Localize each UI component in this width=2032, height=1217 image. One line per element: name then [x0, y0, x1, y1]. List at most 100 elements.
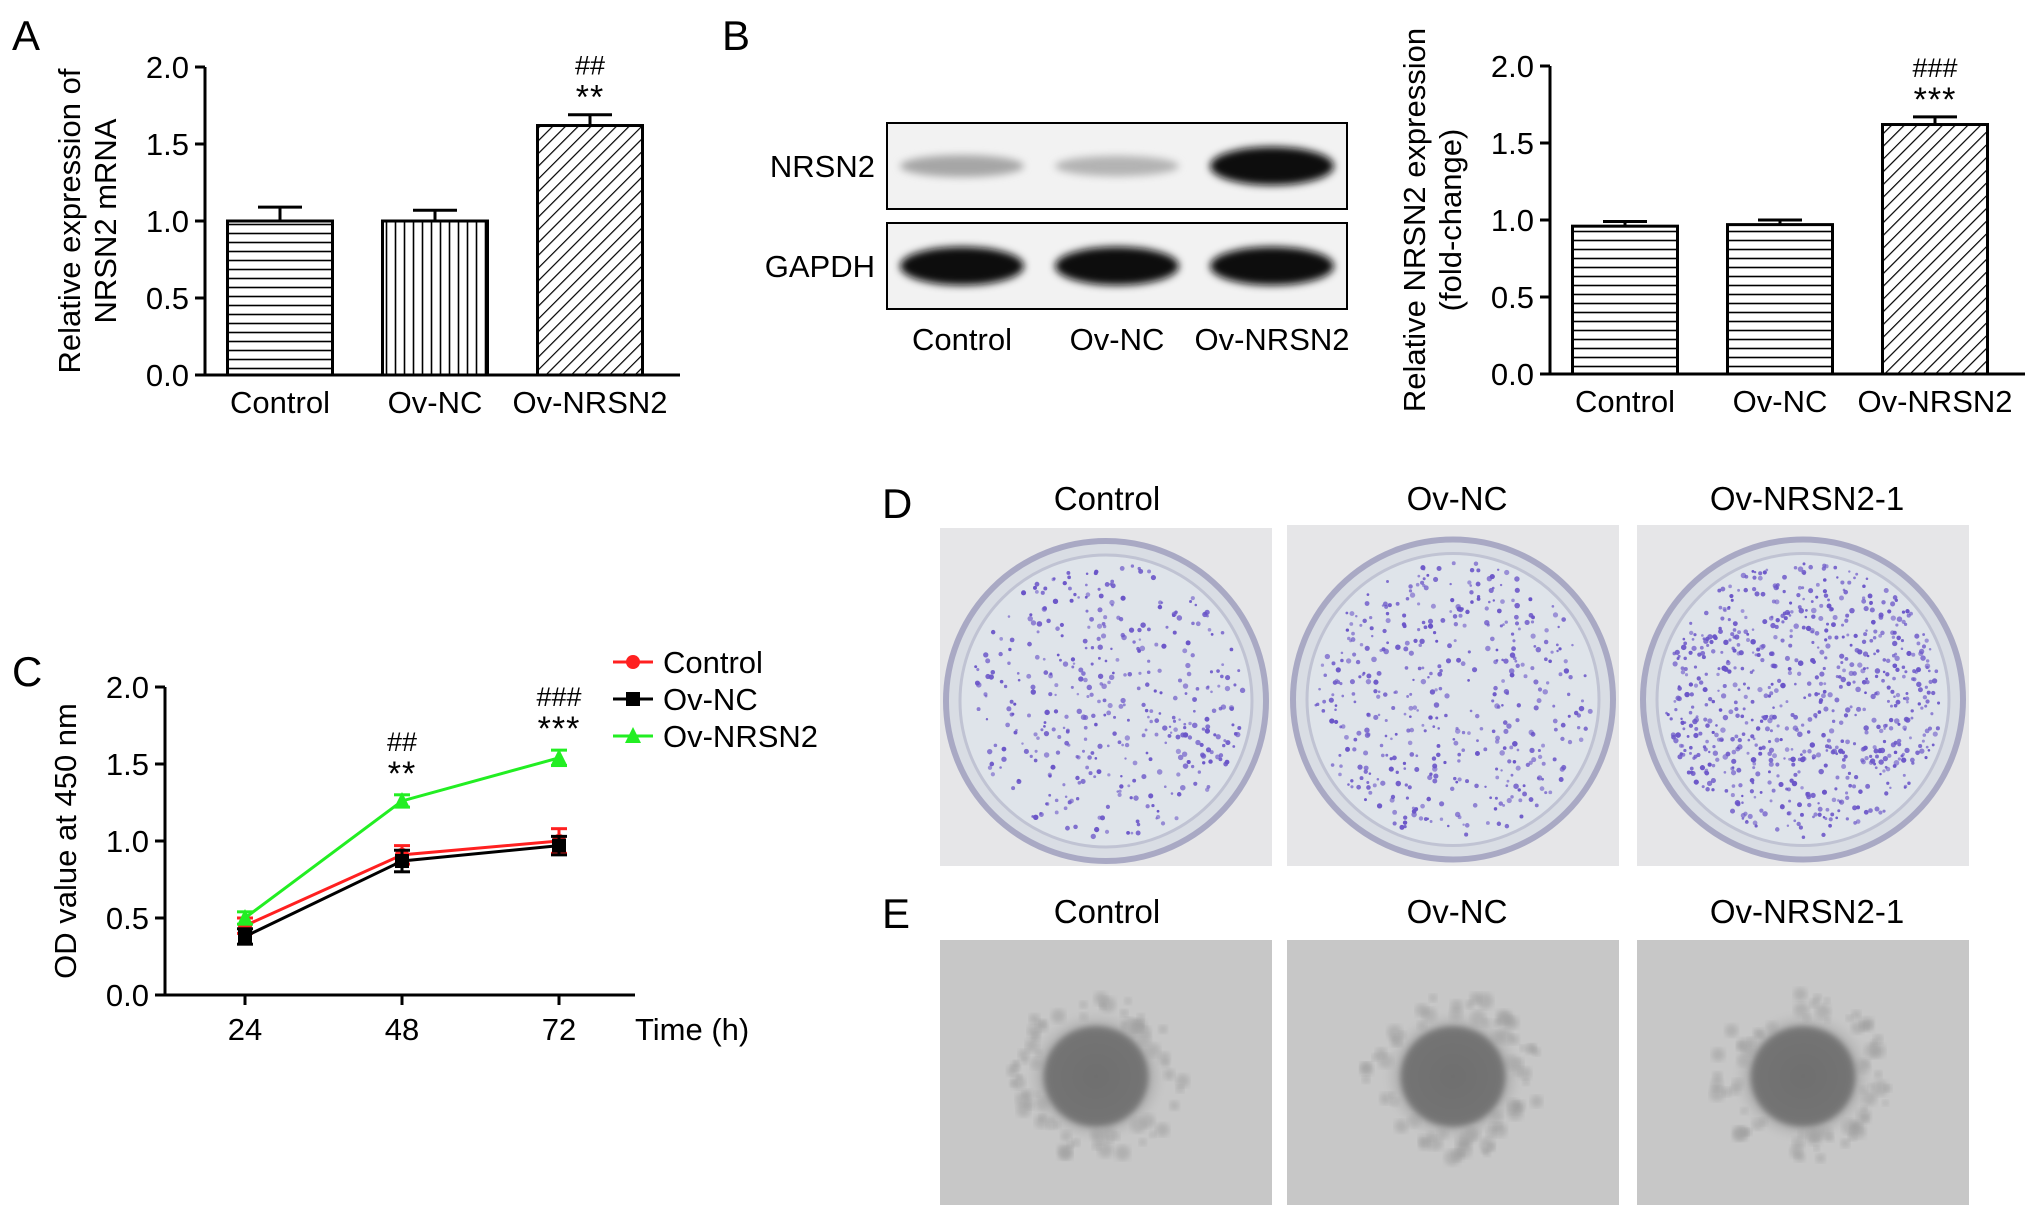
colony	[1865, 629, 1868, 632]
y-axis-label: Relative expression of	[52, 68, 87, 373]
colony	[1855, 572, 1859, 576]
colony	[1926, 690, 1931, 695]
colony	[1436, 566, 1442, 572]
colony	[1435, 639, 1439, 643]
colony	[1341, 724, 1346, 729]
colony	[1576, 725, 1581, 730]
colony	[1733, 666, 1737, 670]
colony	[1059, 622, 1064, 628]
colony	[1894, 655, 1900, 661]
colony	[1512, 639, 1516, 643]
colony	[1067, 575, 1071, 580]
colony	[1815, 752, 1822, 758]
colony	[1158, 712, 1162, 715]
colony	[1225, 675, 1231, 681]
colony	[1331, 661, 1336, 666]
spheroid-sprout	[1097, 1142, 1113, 1158]
colony	[1773, 635, 1778, 640]
colony	[1159, 691, 1163, 695]
colony	[1515, 718, 1520, 723]
colony	[1732, 682, 1738, 688]
colony	[1916, 641, 1921, 646]
colony	[1105, 804, 1111, 809]
colony	[1436, 744, 1441, 748]
blot-band	[1055, 155, 1179, 177]
colony	[1704, 702, 1709, 707]
colony	[1094, 722, 1098, 727]
colony	[1039, 812, 1042, 815]
colony	[1377, 690, 1381, 694]
colony	[1473, 561, 1479, 566]
colony	[1140, 622, 1146, 628]
colony	[1717, 667, 1721, 671]
colony	[1470, 600, 1474, 604]
colony	[1075, 775, 1080, 781]
colony	[1893, 760, 1900, 766]
caption-d-control: Control	[1053, 480, 1161, 517]
colony	[1683, 641, 1688, 646]
colony	[1421, 723, 1425, 727]
colony	[1556, 649, 1559, 653]
spheroid-sprout	[1710, 1079, 1724, 1092]
colony	[1874, 766, 1878, 770]
colony	[1413, 638, 1418, 643]
colony	[1495, 775, 1500, 780]
colony	[1163, 785, 1167, 789]
caption-e-ovnrsn2: Ov-NRSN2-1	[1709, 893, 1905, 930]
colony	[1493, 685, 1498, 691]
colony	[1823, 706, 1829, 712]
colony	[1062, 580, 1067, 586]
colony	[1862, 584, 1866, 589]
colony	[1743, 811, 1748, 816]
colony	[1865, 677, 1868, 681]
colony	[1890, 704, 1893, 708]
spheroid-image-ovnrsn2	[1637, 940, 1969, 1205]
colony	[976, 707, 981, 712]
colony	[1088, 771, 1093, 776]
colony-dish-image-ovnc	[1287, 525, 1619, 866]
colony	[1735, 746, 1741, 752]
colony	[1849, 643, 1853, 647]
colony	[1427, 623, 1434, 629]
colony	[1514, 614, 1519, 620]
colony	[1752, 575, 1757, 580]
colony	[1096, 769, 1102, 775]
colony	[1043, 725, 1046, 728]
colony	[1462, 623, 1467, 628]
colony	[1711, 788, 1715, 792]
colony	[1359, 623, 1363, 627]
colony	[1055, 750, 1061, 755]
colony	[1806, 730, 1811, 734]
colony	[1781, 620, 1785, 624]
colony	[1893, 703, 1898, 708]
colony	[1541, 761, 1546, 766]
colony	[1440, 617, 1446, 623]
colony	[1537, 754, 1543, 760]
colony	[1009, 637, 1015, 643]
colony	[1881, 678, 1885, 683]
blot-lane-label: Control	[912, 322, 1012, 357]
colony	[1767, 780, 1772, 785]
colony	[1430, 603, 1436, 609]
colony	[1906, 700, 1909, 704]
colony	[1836, 665, 1841, 670]
colony	[1427, 775, 1433, 781]
colony	[1793, 623, 1799, 629]
colony	[1840, 676, 1847, 683]
colony	[1085, 609, 1089, 613]
colony	[1880, 630, 1885, 636]
colony	[1869, 602, 1872, 606]
colony	[1904, 670, 1908, 674]
colony	[1915, 750, 1920, 756]
data-point	[394, 791, 410, 808]
colony	[1689, 745, 1693, 750]
colony	[1048, 793, 1052, 797]
colony	[1428, 715, 1433, 720]
colony	[1774, 688, 1779, 693]
colony	[1389, 797, 1395, 803]
colony	[1717, 588, 1722, 593]
colony	[1036, 621, 1043, 627]
colony	[1488, 600, 1491, 604]
colony	[1034, 590, 1039, 594]
colony	[1204, 716, 1210, 722]
